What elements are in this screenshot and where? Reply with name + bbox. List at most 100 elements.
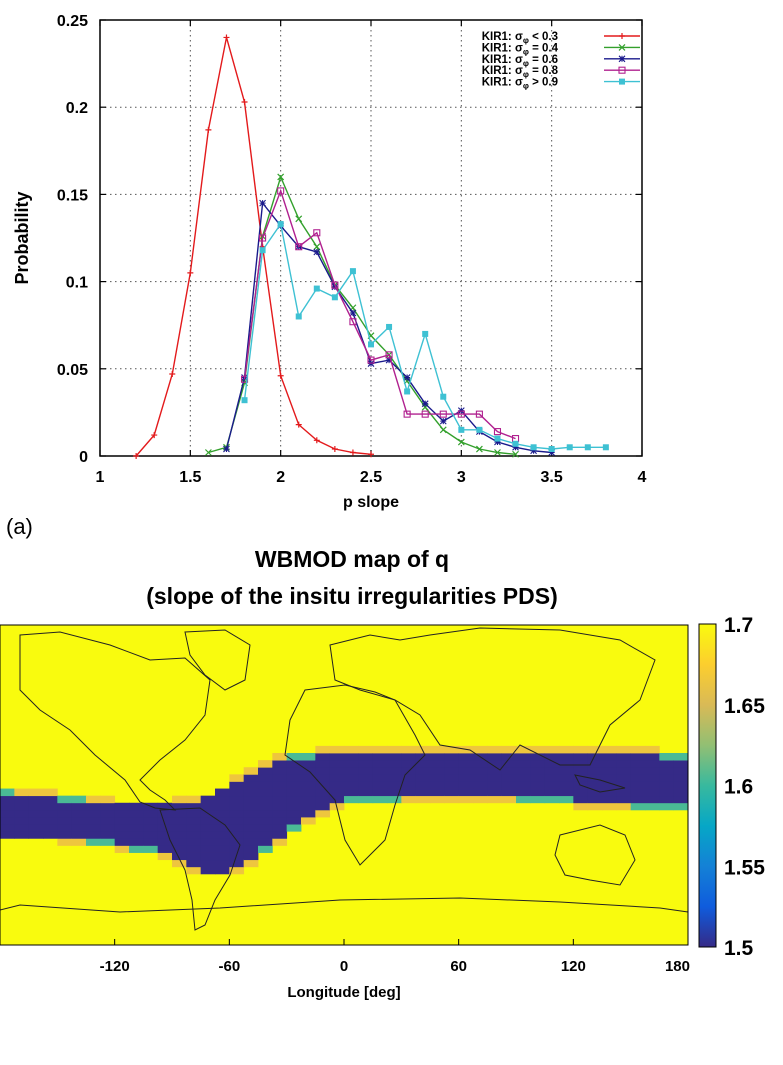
heatmap-cell: [573, 795, 589, 804]
heatmap-cell: [401, 753, 417, 761]
heatmap-cell: [444, 788, 460, 797]
data-point: [530, 447, 537, 455]
heatmap-cell: [286, 753, 302, 761]
data-point: [494, 435, 501, 442]
heatmap-cell: [186, 831, 202, 839]
heatmap-cell: [129, 802, 144, 811]
heatmap-cell: [645, 760, 660, 768]
data-point: [618, 55, 626, 63]
heatmap-cell: [243, 852, 259, 861]
heatmap-cell: [358, 753, 374, 761]
map-title: WBMOD map of q: [255, 546, 449, 572]
heatmap-cell: [71, 824, 87, 832]
data-point: [277, 173, 285, 181]
data-point: [331, 446, 338, 453]
heatmap-cell: [645, 788, 660, 797]
map-area: [0, 625, 688, 945]
heatmap-cell: [186, 824, 202, 832]
heatmap-cell: [243, 838, 259, 846]
heatmap-cell: [673, 781, 688, 789]
heatmap-cell: [200, 866, 216, 875]
heatmap-cell: [616, 760, 632, 768]
heatmap-cell: [286, 788, 302, 797]
heatmap-cell: [516, 760, 531, 768]
heatmap-cell: [673, 795, 688, 804]
heatmap-cell: [43, 831, 58, 839]
map-axis-ticks: -120 -60 0 60 120 180: [100, 939, 690, 975]
heatmap-cell: [602, 781, 617, 789]
heatmap-cell: [645, 767, 660, 775]
colorbar: [698, 623, 717, 948]
heatmap-cell: [444, 781, 460, 789]
heatmap-cell: [315, 753, 331, 761]
heatmap-cell: [243, 831, 259, 839]
heatmap-cell: [57, 809, 73, 818]
data-point: [493, 428, 502, 436]
heatmap-cell: [387, 788, 402, 797]
heatmap-cell: [215, 824, 230, 832]
heatmap-cell: [645, 745, 660, 754]
heatmap-cell: [229, 781, 245, 789]
heatmap-cell: [114, 831, 130, 839]
data-point: [349, 309, 357, 317]
heatmap-cell: [215, 845, 230, 853]
heatmap-cell: [315, 745, 331, 754]
heatmap-cell: [358, 788, 374, 797]
heatmap-cell: [372, 774, 388, 782]
data-point: [295, 215, 303, 223]
heatmap-cell: [100, 802, 116, 811]
heatmap-cell: [630, 753, 646, 761]
heatmap-cell: [559, 774, 574, 782]
heatmap-cell: [172, 831, 187, 839]
data-point: [313, 243, 321, 251]
heatmap-cell: [444, 760, 460, 768]
heatmap-cell: [587, 781, 603, 789]
heatmap-cell: [559, 745, 574, 754]
heatmap-cell: [272, 795, 288, 804]
heatmap-cell: [272, 781, 288, 789]
heatmap-cell: [286, 774, 302, 782]
heatmap-cell: [86, 824, 101, 832]
heatmap-cell: [415, 767, 431, 775]
heatmap-cell: [430, 774, 445, 782]
heatmap-cell: [544, 774, 560, 782]
y-tick-label: 0.2: [66, 100, 88, 117]
heatmap-cell: [387, 774, 402, 782]
heatmap-cell: [14, 788, 30, 797]
heatmap-figure: WBMOD map of q (slope of the insitu irre…: [0, 546, 765, 1001]
data-point: [169, 371, 176, 378]
heatmap-cell: [473, 795, 488, 804]
heatmap-cell: [229, 809, 245, 818]
heatmap-cell: [86, 802, 101, 811]
heatmap-cell: [544, 760, 560, 768]
y-tick-label: 0: [79, 449, 88, 466]
heatmap-cell: [114, 817, 130, 825]
heatmap-cell: [587, 767, 603, 775]
heatmap-cell: [14, 831, 30, 839]
data-point: [295, 243, 303, 251]
heatmap-cell: [200, 838, 216, 846]
heatmap-cell: [301, 753, 316, 761]
heatmap-cell: [258, 760, 273, 768]
heatmap-cell: [401, 795, 417, 804]
heatmap-cell: [157, 845, 173, 853]
heatmap-cell: [501, 788, 517, 797]
heatmap-cell: [544, 745, 560, 754]
data-point: [313, 248, 321, 256]
data-point: [440, 393, 447, 400]
heatmap-cell: [229, 845, 245, 853]
heatmap-cell: [172, 852, 187, 861]
heatmap-cell: [430, 781, 445, 789]
heatmap-cell: [458, 760, 474, 768]
heatmap-cell: [157, 809, 173, 818]
heatmap-cell: [301, 760, 316, 768]
heatmap-cell: [329, 760, 345, 768]
heatmap-cell: [243, 767, 259, 775]
x-tick-label: 3: [457, 469, 466, 486]
heatmap-cell: [430, 745, 445, 754]
heatmap-cell: [401, 774, 417, 782]
heatmap-cell: [186, 809, 202, 818]
data-point: [439, 417, 447, 425]
heatmap-cell: [28, 802, 44, 811]
heatmap-cell: [301, 788, 316, 797]
